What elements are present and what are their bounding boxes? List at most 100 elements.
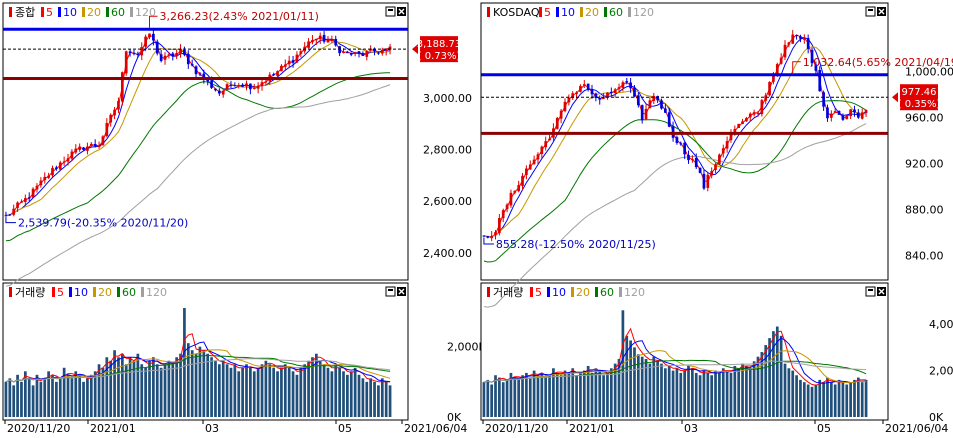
kospi-volume-legend-ma-20: 20 xyxy=(98,286,112,299)
kosdaq-volume-close-icon-x xyxy=(878,288,885,295)
kosdaq-candle xyxy=(571,93,575,98)
kosdaq-price-tick-0: 840.00 xyxy=(905,249,944,262)
kospi-volume-bar xyxy=(318,360,322,417)
kosdaq-volume-bar xyxy=(598,370,602,417)
kosdaq-volume-bar xyxy=(760,352,764,417)
kospi-volume-bar xyxy=(353,367,357,417)
kosdaq-candle xyxy=(517,185,521,192)
kospi-volume-bar xyxy=(307,360,310,417)
kosdaq-volume-bar xyxy=(706,372,710,417)
kospi-price-legend-marker-5 xyxy=(41,7,44,17)
kospi-volume-bar xyxy=(268,364,272,417)
kosdaq-current-price: 977.46 xyxy=(902,87,937,98)
kosdaq-volume-bar xyxy=(567,372,571,417)
kosdaq-candle xyxy=(714,164,717,170)
kosdaq-candle xyxy=(799,36,802,39)
kosdaq-volume-bar xyxy=(552,368,555,417)
kospi-candle xyxy=(314,38,318,41)
kospi-price-legend-marker-10 xyxy=(58,7,61,17)
kospi-candle xyxy=(287,60,291,65)
kospi-volume-bar xyxy=(97,364,101,417)
kosdaq-volume-legend-marker-60 xyxy=(595,287,598,297)
kosdaq-volume-bar xyxy=(517,379,521,417)
kospi-volume-bar xyxy=(221,360,225,417)
kosdaq-high-annotation: 1,032.64(5.65% 2021/04/19) xyxy=(803,56,953,69)
kosdaq-volume-bar xyxy=(702,370,706,417)
kospi-volume-bar xyxy=(31,385,35,417)
kospi-volume-legend-ma-10: 10 xyxy=(74,286,88,299)
kospi-volume-legend-ma-120: 120 xyxy=(146,286,167,299)
kospi-x-label-4: 2021/06/04 xyxy=(404,422,467,434)
kospi-volume-legend-ma-60: 60 xyxy=(122,286,136,299)
kosdaq-price-legend-ma-10: 10 xyxy=(561,6,575,19)
kosdaq-candle xyxy=(590,89,594,95)
kosdaq-volume-ma-line-120 xyxy=(483,360,867,383)
kosdaq-low-annotation: 855.28(-12.50% 2020/11/25) xyxy=(496,238,656,251)
kosdaq-candle xyxy=(760,100,764,115)
kosdaq-candle xyxy=(768,82,771,96)
kospi-price-close-icon-x xyxy=(398,8,405,15)
kospi-candle xyxy=(252,87,256,89)
kosdaq-volume-bar xyxy=(532,370,536,417)
kosdaq-volume-bar xyxy=(636,354,640,417)
kospi-candle xyxy=(109,114,113,123)
kosdaq-price-title-marker xyxy=(487,7,490,17)
kosdaq-high-pointer xyxy=(792,61,801,74)
kosdaq-x-label-4: 2021/06/04 xyxy=(885,422,948,434)
kospi-candle xyxy=(74,148,78,153)
kospi-candle xyxy=(136,53,140,55)
kospi-candle xyxy=(179,48,182,54)
kosdaq-candle xyxy=(486,236,490,238)
kosdaq-volume-bar xyxy=(710,375,714,417)
kosdaq-price-legend-marker-5 xyxy=(539,7,542,17)
kosdaq-candle xyxy=(525,168,528,176)
kospi-volume-bar xyxy=(159,367,163,417)
kosdaq-volume-bar xyxy=(548,375,551,417)
kosdaq-volume-bar xyxy=(810,386,814,417)
kosdaq-volume-bar xyxy=(656,361,659,417)
kospi-price-tick-3: 3,000.00 xyxy=(423,92,472,105)
kospi-price-tick-1: 2,600.00 xyxy=(423,195,472,208)
kosdaq-candle xyxy=(864,110,868,113)
kosdaq-candle xyxy=(563,101,567,112)
kosdaq-ma-line-60 xyxy=(483,100,867,263)
kosdaq-candle xyxy=(683,142,687,155)
kospi-candle xyxy=(384,48,388,51)
kospi-volume-bar xyxy=(89,374,93,417)
kospi-volume-bar xyxy=(105,357,109,417)
kosdaq-volume-bar xyxy=(779,335,783,417)
kosdaq-volume-bar xyxy=(679,372,683,417)
kospi-current-price: 3,188.73 xyxy=(417,39,462,50)
kospi-volume-legend-marker-5 xyxy=(52,287,55,297)
kospi-candle xyxy=(307,41,310,48)
kospi-volume-bar xyxy=(280,367,283,417)
kosdaq-volume-title-marker xyxy=(487,287,490,297)
kosdaq-candle xyxy=(567,97,571,103)
kospi-candle xyxy=(105,123,109,137)
kosdaq-volume-bar xyxy=(818,379,822,417)
kosdaq-price-legend-ma-120: 120 xyxy=(633,6,654,19)
kospi-candle xyxy=(280,65,283,72)
kosdaq-volume-bar xyxy=(725,370,729,417)
kospi-volume-bar xyxy=(314,353,318,417)
kospi-candle xyxy=(144,36,147,47)
kospi-volume-bar xyxy=(217,364,221,417)
kosdaq-volume-bar xyxy=(864,379,868,417)
kosdaq-price-legend-marker-120 xyxy=(628,7,631,17)
kosdaq-candle xyxy=(694,157,698,168)
kospi-price-tick-0: 2,400.00 xyxy=(423,247,472,260)
kospi-price-title-marker xyxy=(9,7,12,17)
kosdaq-price-legend-marker-20 xyxy=(580,7,583,17)
kospi-volume-legend-marker-10 xyxy=(69,287,72,297)
kospi-candle xyxy=(12,208,16,215)
kospi-x-label-1: 2021/01 xyxy=(90,422,136,434)
kospi-volume-bar xyxy=(70,378,74,417)
kosdaq-ma-line-10 xyxy=(483,37,867,238)
kospi-candle xyxy=(256,85,260,89)
kospi-volume-bar xyxy=(148,360,151,417)
kosdaq-volume-bar xyxy=(536,375,540,417)
kospi-volume-bar xyxy=(373,381,376,417)
kospi-volume-bar xyxy=(229,367,233,417)
kospi-candle xyxy=(346,52,349,54)
kosdaq-candle xyxy=(667,112,671,127)
